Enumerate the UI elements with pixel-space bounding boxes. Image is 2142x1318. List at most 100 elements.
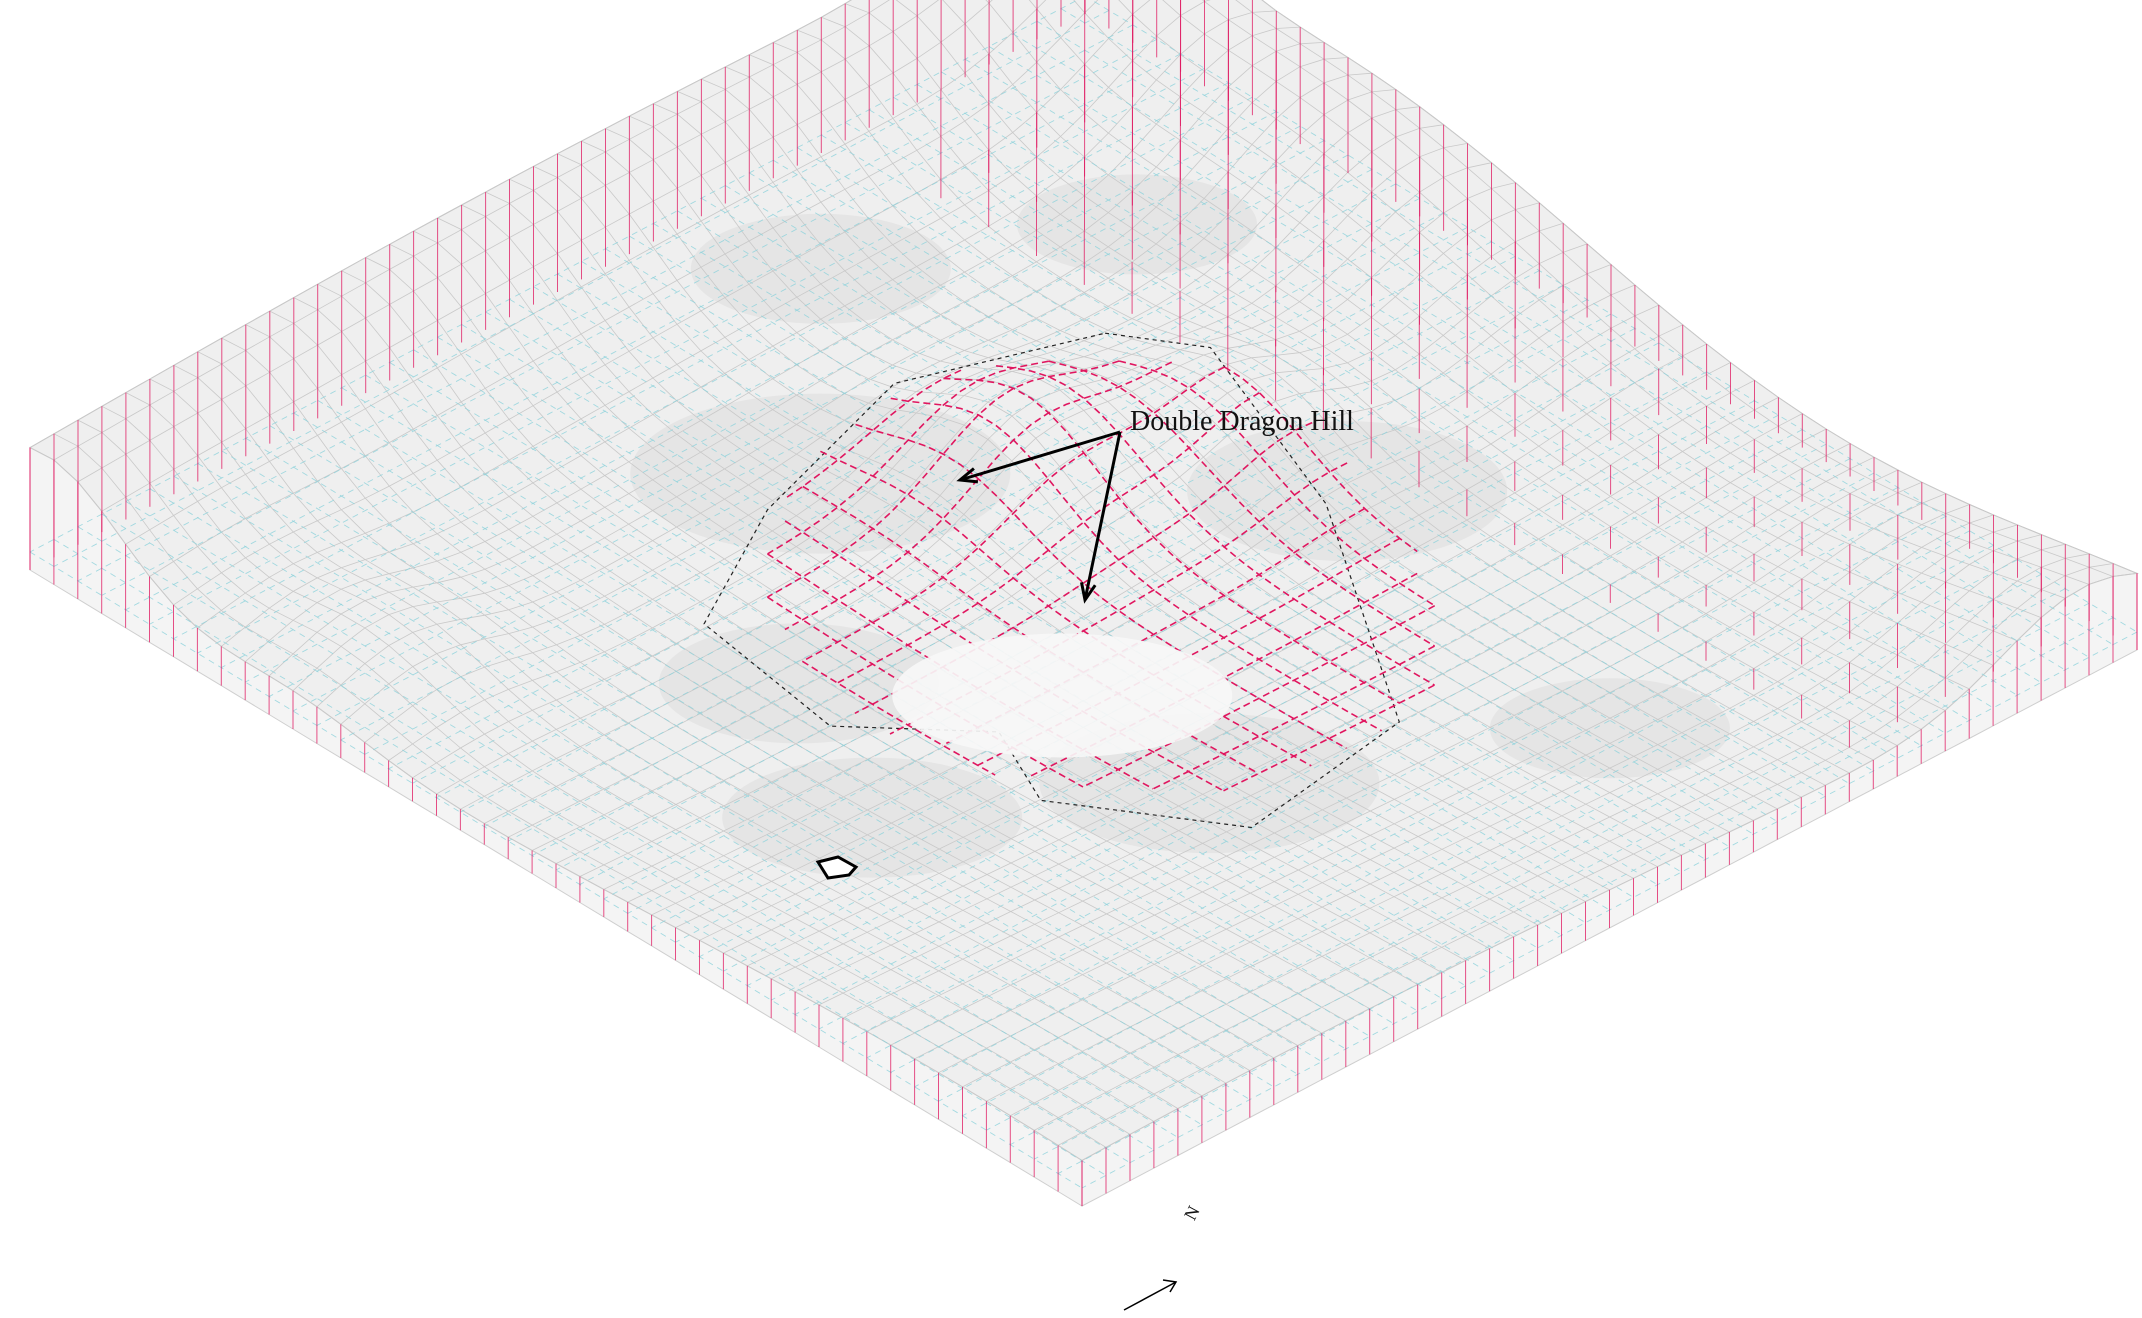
hidden-grid-line (197, 463, 1251, 1100)
hidden-grid-line (653, 223, 1706, 860)
hidden-grid-line (890, 515, 1946, 1073)
hidden-grid-line (868, 109, 1922, 747)
surface-grid-line (986, 534, 2042, 1102)
hidden-grid-line (245, 437, 1299, 1075)
hidden-grid-line (818, 472, 1875, 1030)
hill-grid-line (802, 366, 1225, 663)
hidden-grid-line (986, 573, 2042, 1131)
surface-grid-line (1034, 553, 2090, 1131)
hidden-grid-line (940, 71, 1994, 709)
hidden-grid-line (605, 248, 1658, 886)
hidden-grid-line (412, 226, 1468, 784)
shadow-patch (722, 757, 1023, 878)
hidden-grid-line (389, 362, 1442, 999)
hidden-grid-line (916, 84, 1970, 721)
hill-grid-line (1223, 366, 1418, 553)
hidden-grid-line (53, 538, 1107, 1176)
hidden-grid-line (773, 159, 1826, 797)
pointer-arrow-lower (1083, 431, 1122, 601)
hidden-grid-line (149, 67, 1205, 625)
surface-grid-line (866, 481, 1922, 1032)
hidden-grid-line (364, 197, 1420, 755)
hill-grid-line (784, 520, 1224, 792)
surface-grid-line (149, 378, 1203, 1097)
surface-grid-line (197, 351, 1251, 1071)
bright-clearing (892, 633, 1233, 758)
hill-grid-line (784, 361, 1173, 631)
surface-grid-line (293, 297, 1346, 1022)
hidden-grid-line (794, 458, 1851, 1015)
hidden-grid-line (1033, 602, 2090, 1160)
hill-grid-line (784, 369, 962, 500)
hill-grid-line (820, 450, 1312, 767)
hill-grid-line (767, 360, 1120, 598)
surface-grid-line (269, 310, 1323, 1034)
surface-grid-line (509, 178, 1562, 914)
hill-grid-line (767, 360, 1049, 555)
hidden-grid-line (629, 235, 1682, 873)
surface-grid-line (77, 419, 1131, 1135)
hill-grid-line (1118, 360, 1436, 607)
hidden-grid-line (221, 450, 1275, 1088)
hidden-grid-line (341, 387, 1394, 1025)
hidden-grid-line (1012, 33, 2066, 671)
surface-grid-line (962, 524, 2018, 1088)
shadow-patch (1187, 421, 1508, 562)
building-footprint (815, 855, 859, 880)
pointer-arrow-upper-head (956, 467, 979, 484)
hidden-grid-line (365, 374, 1418, 1012)
hidden-grid-line (962, 559, 2018, 1117)
hidden-grid-line (197, 96, 1253, 654)
hidden-grid-line (101, 38, 1157, 596)
surface-grid-line (101, 405, 1155, 1122)
hill-grid-line (890, 397, 1383, 732)
hill-grid-line (1048, 360, 1436, 647)
pointer-arrow-upper (959, 430, 1121, 482)
surface-grid-line (1010, 543, 2066, 1117)
hill-grid-line (801, 660, 996, 776)
surface-grid-line (842, 469, 1899, 1019)
surface-grid-line (125, 392, 1179, 1109)
hidden-grid-line (461, 324, 1514, 961)
shadow-patch (1489, 678, 1730, 779)
hidden-grid-line (485, 311, 1538, 949)
hill-grid-line (942, 507, 1366, 747)
hidden-grid-line (844, 121, 1898, 759)
hill-grid-line (996, 365, 1435, 686)
hidden-grid-line (293, 412, 1346, 1050)
pointer-arrow-lower-head (1080, 582, 1097, 604)
hidden-grid-line (1060, 8, 2114, 646)
small-building-footprint (815, 855, 859, 880)
shadow-patch (690, 213, 951, 324)
hidden-grid-line (842, 487, 1899, 1044)
surface-grid-line (1057, 563, 2114, 1146)
hill-label: Double Dragon Hill (1130, 406, 1354, 437)
hidden-grid-line (1090, 0, 2138, 633)
surface-grid-line (173, 364, 1227, 1084)
hidden-grid-line (1057, 617, 2114, 1174)
hidden-grid-line (581, 260, 1634, 898)
hidden-grid-line (533, 286, 1586, 924)
hidden-grid-line (892, 96, 1946, 734)
surface-grid-line (914, 504, 1970, 1060)
hill-pointer-arrows (956, 430, 1122, 604)
hidden-grid-line (701, 197, 1754, 835)
hidden-grid-line (173, 475, 1227, 1113)
hidden-grid-line (914, 530, 1970, 1088)
hidden-grid-line (509, 298, 1562, 936)
shadow-patch (658, 623, 939, 744)
hidden-grid-line (149, 488, 1203, 1126)
hill-grid-line (943, 377, 1400, 704)
hidden-grid-line (77, 526, 1131, 1164)
hidden-grid-line (938, 544, 1994, 1102)
hidden-grid-line (579, 328, 1636, 885)
red-vertical-posts (29, 0, 2138, 1206)
hidden-grid-line (1010, 588, 2066, 1146)
hidden-grid-line (821, 134, 1874, 772)
hidden-grid-line (507, 284, 1564, 842)
site-boundary-dashed (703, 332, 1401, 829)
hidden-grid-line (101, 513, 1155, 1151)
hidden-grid-line (1036, 20, 2090, 658)
hidden-grid-line (125, 501, 1179, 1138)
